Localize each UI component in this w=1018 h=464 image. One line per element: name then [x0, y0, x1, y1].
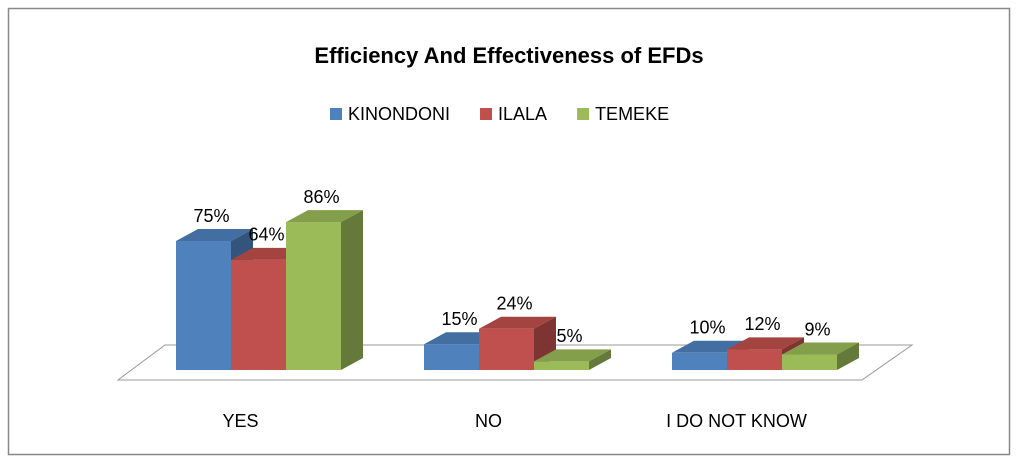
bar-side [837, 342, 859, 370]
bar-front [479, 328, 534, 370]
legend-label: ILALA [498, 104, 547, 124]
chart-frame [7, 7, 1011, 456]
legend-label: TEMEKE [595, 104, 669, 124]
bar-top [479, 316, 556, 329]
bar [286, 210, 363, 370]
bar-top [176, 229, 253, 241]
bar-front [782, 354, 837, 370]
data-label: 15% [441, 309, 477, 329]
bar-front [176, 241, 231, 370]
x-tick-label: NO [475, 411, 502, 431]
x-tick-label: YES [222, 411, 258, 431]
bar-front [727, 349, 782, 370]
bar [782, 342, 859, 370]
bar-front [672, 352, 727, 370]
bar-top [782, 342, 859, 355]
data-label: 86% [303, 187, 339, 207]
x-tick-label: I DO NOT KNOW [666, 411, 807, 431]
bar-front [424, 344, 479, 370]
data-label: 10% [689, 318, 725, 338]
bar [534, 349, 611, 370]
chart-title: Efficiency And Effectiveness of EFDs [314, 43, 703, 68]
bar-top [534, 349, 611, 362]
bar-front [534, 361, 589, 370]
bar-front [231, 259, 286, 370]
data-label: 24% [496, 293, 532, 313]
data-label: 5% [556, 326, 582, 346]
bar-side [589, 349, 611, 370]
data-label: 75% [193, 206, 229, 226]
legend: KINONDONI ILALA TEMEKE [330, 104, 669, 124]
legend-label: KINONDONI [348, 104, 450, 124]
bar-top [286, 210, 363, 223]
legend-swatch [577, 108, 590, 120]
legend-swatch [330, 108, 342, 120]
bar-side [341, 210, 363, 370]
bar-front [286, 222, 341, 370]
data-label: 12% [744, 314, 780, 334]
legend-swatch [480, 108, 493, 120]
data-label: 64% [248, 225, 284, 245]
bar-top [727, 337, 804, 350]
data-label: 9% [804, 319, 830, 339]
